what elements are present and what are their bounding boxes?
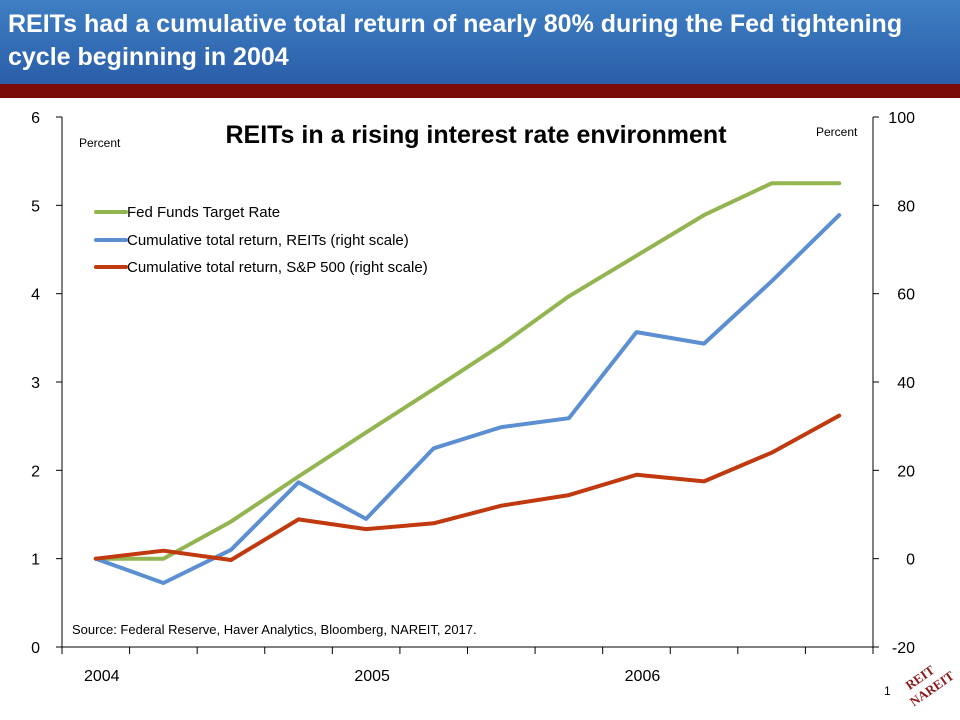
right-tick-label: 40 bbox=[897, 375, 915, 392]
series-line-3 bbox=[93, 413, 842, 562]
left-tick-label: 3 bbox=[31, 375, 40, 392]
left-axis-label: Percent bbox=[79, 136, 121, 150]
right-axis-label: Percent bbox=[816, 125, 858, 139]
series-line-1 bbox=[93, 181, 842, 561]
left-tick-label: 4 bbox=[31, 287, 40, 304]
left-tick-label: 6 bbox=[31, 110, 40, 127]
source-note: Source: Federal Reserve, Haver Analytics… bbox=[72, 622, 477, 637]
series-line-2 bbox=[93, 213, 842, 585]
right-tick-label: 60 bbox=[897, 287, 915, 304]
left-tick-label: 0 bbox=[31, 640, 40, 657]
left-tick-label: 1 bbox=[31, 552, 40, 569]
x-tick-label: 2005 bbox=[354, 668, 390, 685]
legend-label-3: Cumulative total return, S&P 500 (right … bbox=[127, 259, 428, 276]
right-tick-label: -20 bbox=[892, 640, 915, 657]
right-tick-label: 20 bbox=[897, 463, 915, 480]
line-chart: 0 1 2 3 4 5 6 -20 0 20 40 60 80 100 2004 2005 2006 Percen… bbox=[31, 110, 915, 685]
x-tick-label: 2006 bbox=[625, 668, 661, 685]
legend-label-1: Fed Funds Target Rate bbox=[127, 204, 280, 221]
right-tick-label: 100 bbox=[888, 110, 915, 127]
x-tick-label: 2004 bbox=[84, 668, 120, 685]
nareit-logo: REIT NAREIT bbox=[903, 662, 954, 709]
left-tick-label: 5 bbox=[31, 198, 40, 215]
banner-stripe bbox=[0, 84, 960, 98]
legend-label-2: Cumulative total return, REITs (right sc… bbox=[127, 232, 409, 249]
chart-title: REITs in a rising interest rate environm… bbox=[225, 121, 727, 149]
right-tick-label: 0 bbox=[906, 552, 915, 569]
page-number: 1 bbox=[884, 684, 891, 698]
title-banner: REITs had a cumulative total return of n… bbox=[0, 0, 960, 84]
slide-headline: REITs had a cumulative total return of n… bbox=[8, 10, 903, 71]
left-tick-label: 2 bbox=[31, 463, 40, 480]
right-tick-label: 80 bbox=[897, 198, 915, 215]
